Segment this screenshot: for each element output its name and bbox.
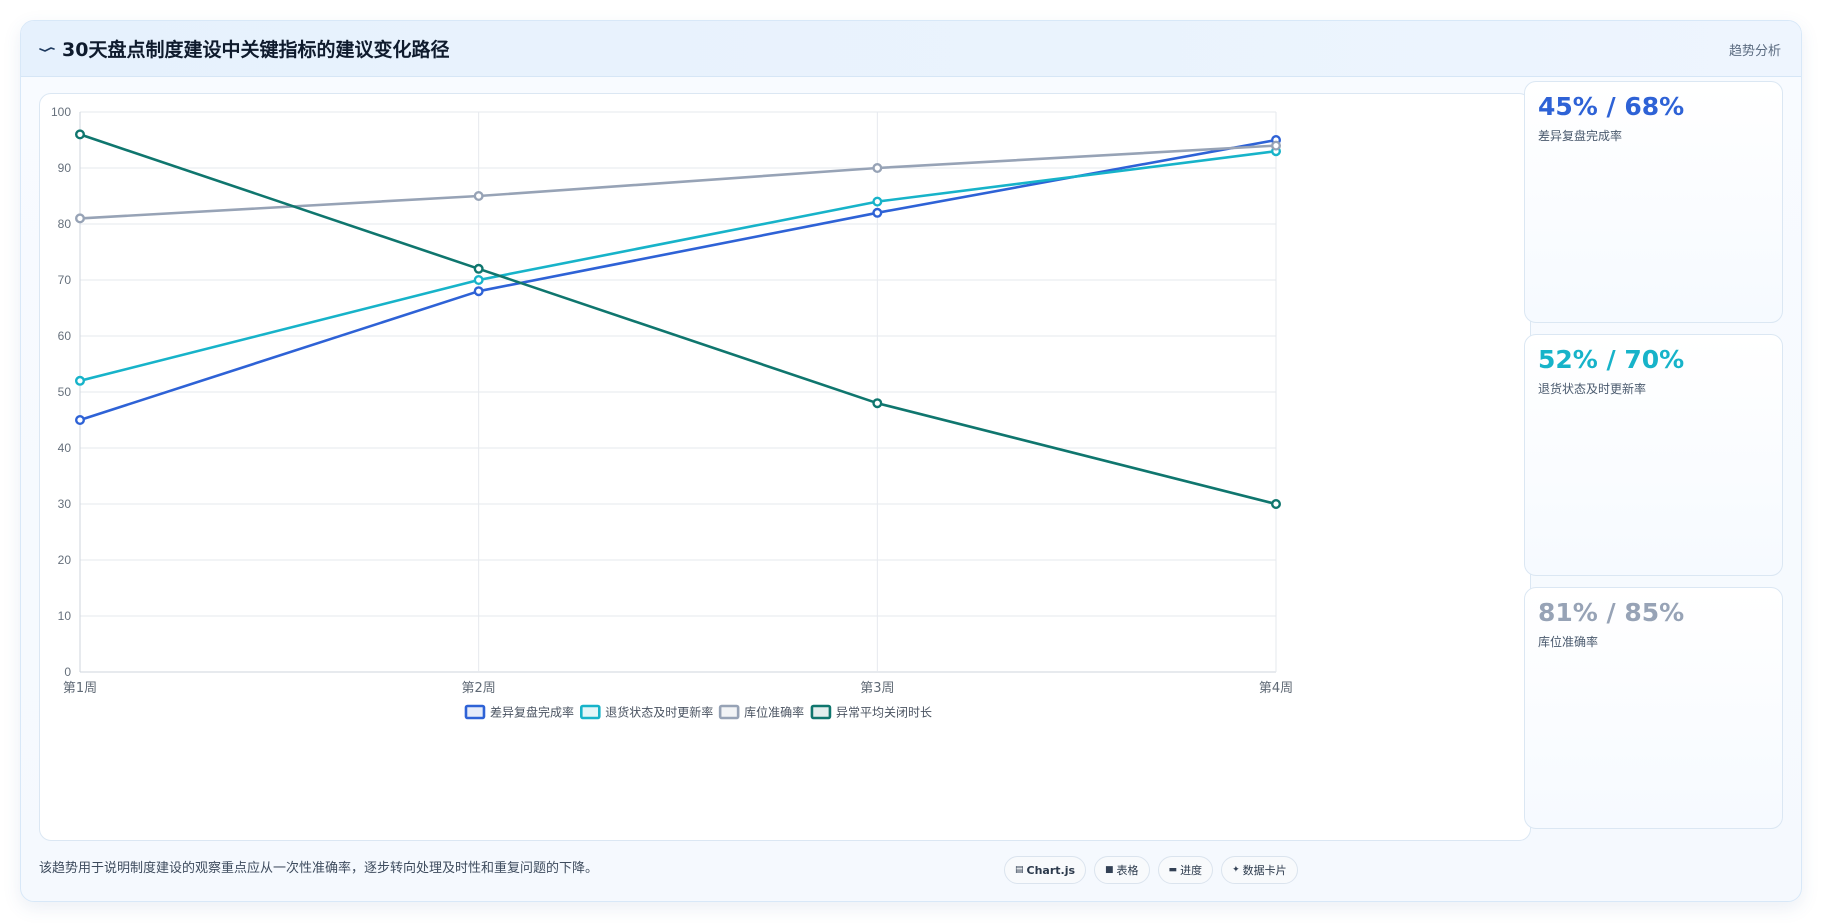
y-tick-label: 50: [58, 385, 72, 399]
stat-card-location-accuracy: 81% / 85% 库位准确率: [1524, 587, 1783, 829]
line-chart: 0 10 20 30 40 50 60 70 80 90 100 第1周 第2周 第3周 第4周差异复盘完成…: [51, 105, 1293, 720]
y-tick-label: 80: [58, 217, 72, 231]
y-tick-label: 60: [58, 329, 72, 343]
stat-label: 库位准确率: [1538, 635, 1599, 649]
chart-card: 0 10 20 30 40 50 60 70 80 90 100 第1周 第2周 第3周 第4周差异复盘完成…: [39, 93, 1531, 841]
legend-swatch: [464, 704, 486, 720]
y-tick-label: 30: [58, 497, 72, 511]
analysis-tag: 趋势分析: [1728, 44, 1781, 59]
y-tick-label: 40: [58, 441, 72, 455]
data-point: [473, 263, 484, 274]
y-tick-label: 100: [51, 105, 71, 119]
y-tick-label: 90: [58, 161, 72, 175]
y-tick-label: 20: [58, 553, 72, 567]
chart-icon: ▤: [1015, 865, 1024, 875]
legend-swatch: [810, 704, 832, 720]
table-icon: ■: [1105, 865, 1114, 875]
x-tick-label: 第4周: [1259, 681, 1293, 696]
progress-icon: ▬: [1168, 865, 1178, 875]
chip-chartjs[interactable]: ▤ Chart.js: [1004, 856, 1087, 884]
stat-label: 差异复盘完成率: [1538, 129, 1623, 143]
data-point: [473, 190, 484, 201]
data-point: [872, 162, 883, 173]
data-point: [75, 129, 86, 140]
stat-card-return-status: 52% / 70% 退货状态及时更新率: [1524, 334, 1783, 576]
chip-table[interactable]: ■ 表格: [1094, 856, 1150, 884]
card-icon: ✦: [1232, 865, 1240, 875]
chip-label: 表格: [1116, 864, 1139, 877]
legend-swatch: [579, 704, 601, 720]
x-tick-label: 第2周: [462, 681, 496, 696]
y-tick-label: 10: [58, 609, 72, 623]
stat-value: 81% / 85%: [1538, 598, 1685, 627]
footnote: 该趋势用于说明制度建设的观察重点应从一次性准确率，逐步转向处理及时性和重复问题的…: [39, 861, 599, 876]
y-tick-label: 0: [64, 665, 71, 679]
data-point: [872, 196, 883, 207]
series-line: [79, 144, 1277, 220]
legend-label: 差异复盘完成率: [490, 705, 574, 720]
data-point: [1270, 140, 1281, 151]
legend-label: 退货状态及时更新率: [605, 705, 713, 720]
data-point: [473, 286, 484, 297]
legend-label: 库位准确率: [744, 705, 804, 720]
data-point: [1270, 499, 1281, 510]
tech-chips: ▤ Chart.js ■ 表格 ▬ 进度 ✦ 数据卡片: [1004, 856, 1298, 884]
legend-label: 异常平均关闭时长: [836, 706, 932, 720]
chip-label: 数据卡片: [1242, 864, 1287, 877]
stat-value: 52% / 70%: [1538, 345, 1685, 374]
trend-line-icon: [39, 47, 55, 52]
data-point: [473, 274, 484, 285]
chip-label: 进度: [1180, 864, 1203, 877]
data-point: [75, 213, 86, 224]
x-tick-label: 第1周: [63, 681, 97, 696]
x-tick-label: 第3周: [860, 681, 894, 696]
trend-panel: 30天盘点制度建设中关键指标的建议变化路径 趋势分析 0 10 20 30 40 50 60…: [20, 20, 1802, 902]
page-title: 30天盘点制度建设中关键指标的建议变化路径: [62, 39, 450, 61]
data-point: [75, 415, 86, 426]
chip-label: Chart.js: [1026, 863, 1076, 877]
chip-progress[interactable]: ▬ 进度: [1157, 856, 1214, 884]
series-line: [79, 149, 1277, 383]
stat-label: 退货状态及时更新率: [1538, 382, 1647, 396]
y-tick-label: 70: [58, 273, 72, 287]
data-point: [75, 375, 86, 386]
series-line: [79, 133, 1277, 506]
data-point: [872, 207, 883, 218]
legend-swatch: [718, 704, 740, 720]
panel-header: 30天盘点制度建设中关键指标的建议变化路径 趋势分析: [21, 21, 1801, 77]
stat-card-diff-review: 45% / 68% 差异复盘完成率: [1524, 81, 1783, 323]
stat-value: 45% / 68%: [1538, 92, 1685, 121]
chip-data-card[interactable]: ✦ 数据卡片: [1221, 856, 1298, 884]
data-point: [872, 398, 883, 409]
